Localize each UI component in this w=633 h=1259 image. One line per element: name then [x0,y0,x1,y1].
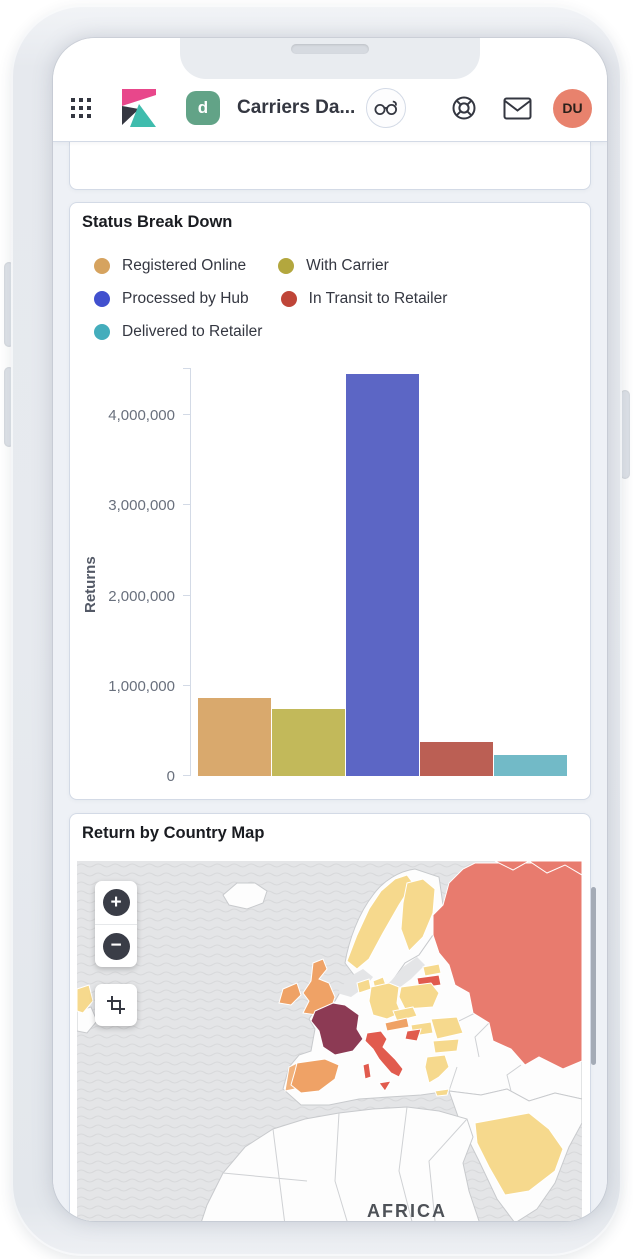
bar-delivered-to-retailer[interactable] [494,755,567,776]
legend-item[interactable]: Processed by Hub [94,290,249,308]
legend-dot-icon [278,258,295,274]
glasses-icon [374,100,398,115]
legend-dot-icon [94,258,110,274]
bar-processed-by-hub[interactable] [346,374,419,776]
dashboard-content: Status Break Down Registered Online With … [53,142,607,1221]
bar-registered-online[interactable] [198,698,271,776]
y-tick-mark [183,775,191,776]
map-zoom-controls: + − [95,881,137,967]
y-tick-mark [183,504,191,506]
country-russia [432,862,582,1070]
legend-dot-icon [94,291,110,307]
legend-label: With Carrier [306,257,389,274]
kibana-logo[interactable] [122,89,156,127]
notifications-button[interactable] [503,97,532,120]
chart-legend: Registered Online With Carrier Processed b… [94,257,518,341]
legend-dot-icon [94,324,110,340]
country-spain [290,1058,340,1094]
view-mode-glasses-badge[interactable] [366,88,407,128]
legend-label: Delivered to Retailer [122,323,263,340]
legend-item[interactable]: Delivered to Retailer [94,323,262,341]
country-austria [384,1017,410,1032]
volume-down-button [4,367,14,447]
legend-dot-icon [280,291,297,307]
volume-up-button [4,262,14,347]
y-tick-label: 2,000,000 [108,587,175,605]
y-tick-mark [183,594,191,596]
phone-frame: d Carriers Da... [11,5,622,1256]
country-italy [364,1030,404,1078]
legend-item[interactable]: Registered Online [94,257,246,275]
country-romania [430,1016,464,1040]
user-avatar[interactable]: DU [553,88,592,128]
country-finland [400,878,436,952]
space-badge[interactable]: d [186,91,220,125]
apps-menu-button[interactable] [71,98,91,118]
y-tick-label: 1,000,000 [108,677,175,695]
zoom-out-button[interactable]: − [95,924,137,967]
country-saudi-arabia [474,1112,564,1196]
page-title: Carriers Da... [237,97,356,118]
y-tick-label: 0 [166,768,175,785]
bar-chart-plot: Returns 0 1,000,000 2,000,000 3,000,000 4,00… [82,368,567,785]
phone-screen: d Carriers Da... [53,38,607,1221]
choropleth-map[interactable]: AFRICA + − [77,861,582,1221]
status-breakdown-panel: Status Break Down Registered Online With … [69,202,591,800]
africa-label: AFRICA [367,1201,447,1221]
y-tick-mark [183,684,191,686]
europe-map-svg: AFRICA [77,861,582,1221]
help-button[interactable] [451,95,477,121]
axis-top-tick [183,368,191,369]
country-poland [398,982,440,1010]
bar-with-carrier[interactable] [272,709,345,776]
bar-in-transit-to-retailer[interactable] [420,742,493,776]
country-croatia [404,1028,422,1042]
zoom-in-button[interactable]: + [95,881,137,924]
panel-title: Return by Country Map [82,824,265,842]
plus-icon: + [110,891,122,913]
y-tick-mark [183,414,191,415]
panel-title: Status Break Down [82,213,233,231]
legend-label: Processed by Hub [122,290,249,307]
speaker-grille [291,44,369,54]
country-france [310,1002,364,1056]
lifering-icon [452,96,476,120]
power-button [620,390,630,479]
page-scrollbar[interactable] [591,887,596,1065]
country-ireland [278,982,302,1006]
legend-item[interactable]: In Transit to Retailer [280,290,448,308]
crop-tool-button[interactable] [95,984,137,1026]
y-tick-label: 3,000,000 [108,497,175,515]
country-greece [424,1054,450,1084]
country-norway [346,874,414,970]
bar-series [198,368,567,776]
y-tick-label: 4,000,000 [108,407,175,424]
legend-label: In Transit to Retailer [308,290,448,307]
crop-icon [107,996,125,1014]
minus-icon: − [110,935,122,956]
mail-icon [503,97,532,119]
legend-item[interactable]: With Carrier [278,257,389,275]
partial-panel [69,142,591,190]
phone-notch [180,38,480,79]
return-by-country-panel: Return by Country Map [69,813,591,1221]
legend-label: Registered Online [122,257,247,274]
